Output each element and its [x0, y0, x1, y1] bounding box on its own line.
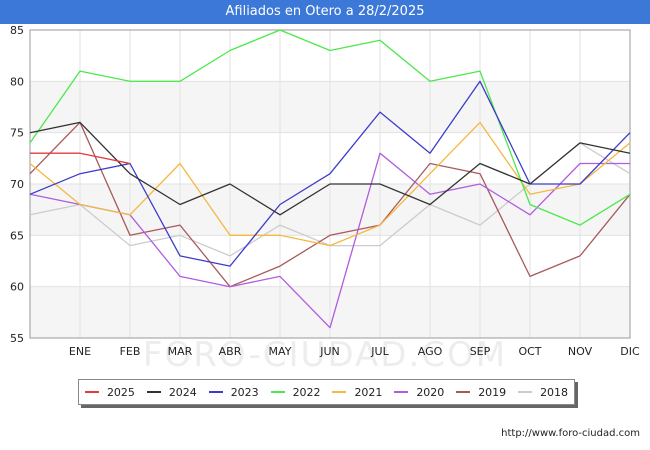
x-tick-label: SEP — [470, 345, 491, 358]
x-tick-label: MAY — [269, 345, 292, 358]
plot-border — [29, 29, 631, 339]
legend-label: 2022 — [292, 385, 321, 399]
legend-label: 2023 — [230, 385, 259, 399]
y-tick-label: 65 — [10, 229, 24, 242]
x-tick-label: JUN — [319, 345, 340, 358]
legend-item-2021: 2021 — [332, 386, 382, 399]
legend-swatch — [146, 391, 161, 393]
series-line-2024 — [29, 121, 631, 216]
y-tick-label: 60 — [10, 281, 24, 294]
legend-label: 2020 — [416, 385, 445, 399]
x-tick-label: ABR — [219, 345, 242, 358]
y-tick-label: 85 — [10, 24, 24, 37]
legend-item-2020: 2020 — [394, 386, 444, 399]
x-tick-label: MAR — [168, 345, 193, 358]
legend-item-2019: 2019 — [456, 386, 506, 399]
legend-label: 2021 — [354, 385, 383, 399]
x-tick-label: ENE — [69, 345, 91, 358]
legend-swatch — [518, 391, 533, 393]
legend-label: 2025 — [106, 385, 135, 399]
watermark: FORO-CIUDAD.COM — [143, 335, 507, 375]
legend-item-2018: 2018 — [518, 386, 568, 399]
legend: 2025 2024 2023 2022 2021 2020 2019 2018 — [78, 379, 575, 405]
series-line-2019 — [29, 121, 631, 288]
series-line-2025 — [30, 152, 131, 165]
legend-swatch — [394, 391, 409, 393]
legend-swatch — [208, 391, 223, 393]
legend-swatch — [332, 391, 347, 393]
legend-swatch — [270, 391, 285, 393]
y-tick-label: 75 — [10, 127, 24, 140]
x-tick-label: AGO — [418, 345, 443, 358]
x-tick-label: JUL — [370, 345, 389, 358]
y-tick-label: 70 — [10, 178, 24, 191]
y-tick-label: 55 — [10, 332, 24, 345]
legend-label: 2024 — [168, 385, 197, 399]
legend-item-2024: 2024 — [146, 385, 197, 399]
series-line-2021 — [29, 121, 631, 247]
x-tick-label: OCT — [518, 345, 541, 358]
legend-item-2023: 2023 — [208, 385, 259, 399]
x-tick-label: DIC — [620, 345, 640, 358]
x-tick-label: NOV — [568, 345, 593, 358]
chart-title: Afiliados en Otero a 28/2/2025 — [0, 0, 650, 24]
legend-swatch — [84, 391, 99, 393]
legend-item-2022: 2022 — [270, 385, 321, 399]
source-url: http://www.foro-ciudad.com — [501, 428, 640, 439]
legend-item-2025: 2025 — [84, 385, 135, 399]
x-tick-label: FEB — [120, 345, 141, 358]
y-tick-label: 80 — [10, 75, 24, 88]
legend-label: 2018 — [540, 385, 569, 399]
series-line-2022 — [29, 29, 631, 226]
legend-label: 2019 — [478, 385, 507, 399]
legend-swatch — [456, 391, 471, 393]
